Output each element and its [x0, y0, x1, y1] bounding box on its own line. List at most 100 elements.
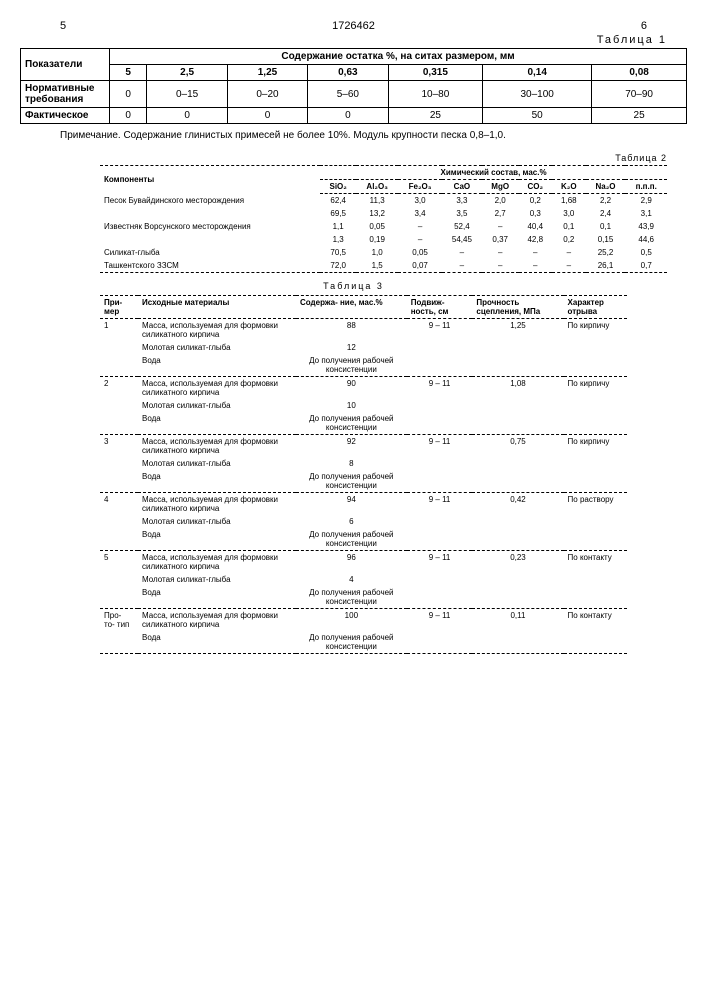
sieve-size: 0,08: [592, 65, 687, 81]
cell: 1,68: [552, 194, 586, 208]
sieve-size: 2,5: [147, 65, 227, 81]
cell: 70–90: [592, 81, 687, 108]
cell: Масса, используемая для формовки силикат…: [138, 319, 296, 342]
cell: 0,1: [586, 220, 626, 233]
table-row: Молотая силикат-глыба4: [100, 573, 627, 586]
cell: 0: [110, 81, 147, 108]
cell: 0,07: [398, 259, 442, 273]
cell: Молотая силикат-глыба: [138, 341, 296, 354]
cell: 2,0: [482, 194, 519, 208]
table-row: ВодаДо получения рабочей консистенции: [100, 528, 627, 551]
cell: [100, 515, 138, 528]
cell: [564, 631, 627, 654]
cell: 25: [592, 108, 687, 124]
col: Характер отрыва: [564, 296, 627, 319]
table-row: 3Масса, используемая для формовки силика…: [100, 435, 627, 458]
cell: [407, 515, 473, 528]
col: K₂O: [552, 180, 586, 194]
composition-header: Химический состав, мас.%: [320, 166, 667, 180]
cell: 3,4: [398, 207, 442, 220]
cell: 3,3: [442, 194, 482, 208]
col: MgO: [482, 180, 519, 194]
cell: [100, 399, 138, 412]
cell: 0: [308, 108, 388, 124]
cell: 96: [296, 551, 407, 574]
cell: По кирпичу: [564, 319, 627, 342]
cell: 0,23: [472, 551, 563, 574]
table-row: Молотая силикат-глыба6: [100, 515, 627, 528]
cell: 25,2: [586, 246, 626, 259]
cell: [472, 515, 563, 528]
cell: 11,3: [356, 194, 398, 208]
cell: 0: [227, 108, 307, 124]
table-row: Молотая силикат-глыба12: [100, 341, 627, 354]
cell: [100, 412, 138, 435]
cell: [564, 457, 627, 470]
cell: 0: [147, 108, 227, 124]
cell: 0,2: [552, 233, 586, 246]
cell: Про- то- тип: [100, 609, 138, 632]
cell: 2: [100, 377, 138, 400]
cell: [100, 528, 138, 551]
table-row: ВодаДо получения рабочей консистенции: [100, 631, 627, 654]
cell: 30–100: [483, 81, 592, 108]
component-name: [100, 233, 320, 246]
cell: [407, 412, 473, 435]
cell: 9 – 11: [407, 609, 473, 632]
cell: [564, 354, 627, 377]
cell: Молотая силикат-глыба: [138, 457, 296, 470]
cell: По контакту: [564, 551, 627, 574]
component-name: Песок Бувайдинского месторождения: [100, 194, 320, 208]
cell: Молотая силикат-глыба: [138, 573, 296, 586]
cell: 10: [296, 399, 407, 412]
cell: [407, 457, 473, 470]
cell: 9 – 11: [407, 435, 473, 458]
cell: Молотая силикат-глыба: [138, 515, 296, 528]
cell: 1,5: [356, 259, 398, 273]
table1-rowheader: Показатели: [21, 49, 110, 81]
sieve-size: 0,315: [388, 65, 483, 81]
cell: 43,9: [625, 220, 667, 233]
cell: 0–20: [227, 81, 307, 108]
cell: [472, 573, 563, 586]
cell: 4: [296, 573, 407, 586]
cell: По кирпичу: [564, 377, 627, 400]
cell: 62,4: [320, 194, 356, 208]
cell: 12: [296, 341, 407, 354]
table-row: Ташкентского ЗЗСМ72,01,50,07––––26,10,7: [100, 259, 667, 273]
component-name: Ташкентского ЗЗСМ: [100, 259, 320, 273]
cell: 1,0: [356, 246, 398, 259]
cell: 3,0: [398, 194, 442, 208]
cell: 10–80: [388, 81, 483, 108]
cell: [100, 586, 138, 609]
sieve-size: 0,14: [483, 65, 592, 81]
table1: Показатели Содержание остатка %, на сита…: [20, 48, 687, 124]
col: Al₂O₃: [356, 180, 398, 194]
table-row: Молотая силикат-глыба8: [100, 457, 627, 470]
cell: Вода: [138, 528, 296, 551]
sieve-size: 5: [110, 65, 147, 81]
cell: 70,5: [320, 246, 356, 259]
cell: 9 – 11: [407, 319, 473, 342]
cell: 92: [296, 435, 407, 458]
table-row: Известняк Ворсунского месторождения1,10,…: [100, 220, 667, 233]
table3-label: Таблица 3: [20, 281, 687, 291]
table-row: ВодаДо получения рабочей консистенции: [100, 412, 627, 435]
cell: 52,4: [442, 220, 482, 233]
cell: До получения рабочей консистенции: [296, 354, 407, 377]
cell: [472, 528, 563, 551]
cell: 0,37: [482, 233, 519, 246]
cell: До получения рабочей консистенции: [296, 470, 407, 493]
cell: –: [398, 220, 442, 233]
col: Исходные материалы: [138, 296, 296, 319]
table-row: Песок Бувайдинского месторождения62,411,…: [100, 194, 667, 208]
col: п.п.п.: [625, 180, 667, 194]
col: Fe₂O₃: [398, 180, 442, 194]
cell: До получения рабочей консистенции: [296, 586, 407, 609]
cell: –: [552, 259, 586, 273]
cell: 25: [388, 108, 483, 124]
cell: Вода: [138, 354, 296, 377]
cell: [100, 573, 138, 586]
cell: [100, 470, 138, 493]
col: Прочность сцепления, МПа: [472, 296, 563, 319]
